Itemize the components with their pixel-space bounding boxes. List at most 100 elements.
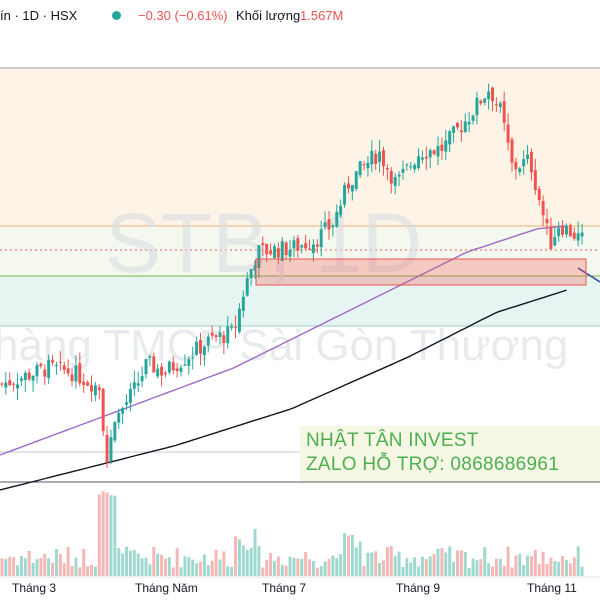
volume-bar <box>366 552 370 576</box>
volume-bar <box>284 565 288 576</box>
volume-bar <box>183 556 187 576</box>
volume-bar <box>311 560 315 576</box>
volume-bar <box>494 558 498 576</box>
volume-bar <box>58 553 62 576</box>
volume-bar <box>409 562 413 576</box>
trend-arrow-line <box>577 267 600 283</box>
volume-bar <box>4 558 8 576</box>
candle-body <box>358 161 362 176</box>
volume-bar <box>362 565 366 576</box>
volume-bar <box>125 546 129 576</box>
x-tick-label: Tháng Năm <box>135 581 198 595</box>
volume-bar <box>487 563 491 576</box>
volume-bar <box>82 548 86 576</box>
candle-body <box>179 367 183 372</box>
candle-body <box>23 372 27 381</box>
volume-bar <box>156 553 160 576</box>
volume-bar <box>206 565 210 576</box>
candle-body <box>113 422 117 441</box>
candle-body <box>214 335 218 338</box>
volume-bar <box>43 553 47 576</box>
candle-body <box>156 368 160 377</box>
volume-bar <box>350 534 354 576</box>
candle-body <box>502 101 506 123</box>
candle-body <box>331 225 335 228</box>
candle-body <box>346 183 350 189</box>
candle-body <box>401 168 405 173</box>
candle-body <box>202 347 206 356</box>
volume-bar <box>241 545 245 576</box>
volume-bar <box>432 553 436 576</box>
candle-body <box>389 170 393 184</box>
candle-body <box>549 227 553 250</box>
volume-bar <box>218 559 222 576</box>
volume-bar <box>31 562 35 576</box>
candle-body <box>183 364 187 366</box>
x-tick-label: Tháng 11 <box>527 581 577 595</box>
volume-bar <box>74 557 78 576</box>
volume-bar <box>230 566 234 576</box>
volume-bar <box>66 546 70 576</box>
candle-body <box>471 115 475 121</box>
symbol-title[interactable]: ín · 1D · HSX <box>0 8 78 23</box>
candle-body <box>459 130 463 133</box>
candle-body <box>475 97 479 116</box>
volume-bar <box>553 561 557 576</box>
volume-bar <box>319 566 323 576</box>
volume-bar <box>308 559 311 576</box>
volume-bar <box>167 557 171 576</box>
candle-body <box>354 171 358 189</box>
volume-bar <box>440 548 444 576</box>
volume-bar <box>405 558 409 576</box>
volume-bar <box>315 567 319 576</box>
candle-body <box>444 140 448 152</box>
volume-bar <box>109 495 113 576</box>
candle-body <box>58 361 62 363</box>
candle-body <box>385 168 389 170</box>
candle-body <box>206 336 210 346</box>
volume-bar <box>222 551 226 576</box>
candle-body <box>308 248 311 250</box>
volume-bar <box>463 551 467 576</box>
candle-body <box>0 383 4 385</box>
candle-body <box>565 226 568 235</box>
volume-value: 1.567M <box>300 8 344 23</box>
candle-body <box>117 412 121 423</box>
candle-body <box>109 437 113 461</box>
candle-body <box>529 151 533 173</box>
volume-bar <box>498 558 502 576</box>
volume-bar <box>397 551 401 576</box>
candle-body <box>265 244 269 255</box>
volume-bar <box>296 558 300 576</box>
candle-body <box>136 383 140 386</box>
candle-body <box>152 356 156 373</box>
candle-body <box>382 150 385 167</box>
watermark-ticker: STB, 1D <box>105 196 422 290</box>
volume-bar <box>374 551 378 576</box>
volume-bar <box>335 558 339 576</box>
x-tick-label: Tháng 7 <box>262 581 306 595</box>
volume-bar <box>245 549 249 576</box>
candle-body <box>257 245 261 269</box>
candle-body <box>374 153 378 164</box>
volume-bar <box>331 555 335 576</box>
candle-body <box>304 243 308 249</box>
candle-body <box>97 387 101 390</box>
volume-bar <box>187 557 191 576</box>
support-zone-box[interactable] <box>255 258 587 286</box>
candle-body <box>553 237 557 246</box>
volume-bar <box>140 558 144 576</box>
volume-bar <box>163 558 167 576</box>
candle-body <box>66 368 70 374</box>
volume-bar <box>448 546 452 576</box>
band-promo <box>300 426 600 482</box>
ma-black-line <box>0 289 567 491</box>
candle-body <box>350 185 354 192</box>
candle-body <box>378 151 382 162</box>
volume-bar <box>471 558 475 576</box>
volume-bar <box>19 555 23 576</box>
candle-body <box>199 339 202 354</box>
candle-body <box>522 159 526 167</box>
candle-body <box>487 91 491 100</box>
